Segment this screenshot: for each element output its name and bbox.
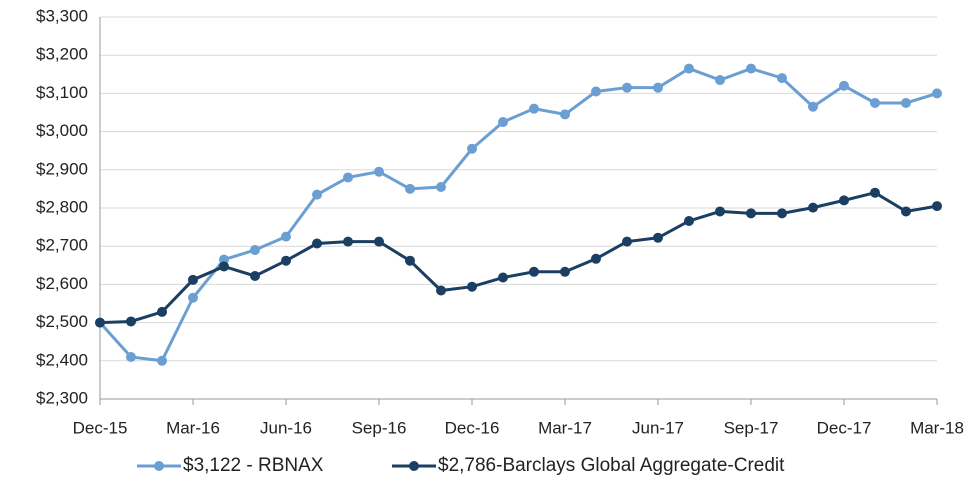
legend-marker [409,461,419,471]
y-tick-label: $2,400 [36,350,88,369]
y-tick-label: $2,300 [36,388,88,407]
data-point [870,187,880,198]
series-line [99,191,938,325]
x-tick-label: Mar-17 [538,418,592,437]
y-tick-label: $2,900 [36,159,88,178]
data-point [808,101,818,112]
data-point [715,75,725,86]
data-point [746,208,756,219]
data-point [219,254,229,265]
data-point [467,143,477,154]
data-point [932,201,942,212]
legend-marker [154,461,164,471]
y-tick-label: $3,100 [36,83,88,102]
data-point [498,272,508,283]
data-point [250,245,260,256]
x-tick-label: Dec-15 [73,418,128,437]
series-line [98,66,938,363]
x-tick-label: Sep-16 [352,418,407,437]
data-point [901,206,911,217]
data-point [436,181,446,192]
data-point [560,109,570,120]
data-point [653,82,663,93]
y-tick-label: $2,800 [36,197,88,216]
data-point [126,316,136,327]
data-point [157,355,167,366]
data-point [839,80,849,91]
data-point [746,63,756,74]
x-tick-label: Jun-16 [260,418,312,437]
x-tick-label: Mar-16 [166,418,220,437]
data-point [901,97,911,108]
data-point [219,261,229,272]
data-point [808,202,818,213]
data-point [870,97,880,108]
data-point [684,215,694,226]
data-point [591,253,601,264]
data-point [467,281,477,292]
data-point [622,82,632,93]
data-point [529,266,539,277]
data-point [653,232,663,243]
data-point [839,195,849,206]
data-point [343,236,353,247]
data-point [312,238,322,249]
data-point [312,189,322,200]
x-tick-label: Mar-18 [910,418,964,437]
data-point [374,236,384,247]
data-point [498,117,508,128]
data-point [436,285,446,296]
y-tick-label: $2,500 [36,312,88,331]
data-point [374,166,384,177]
data-point [591,86,601,97]
data-point [622,236,632,247]
data-point [560,266,570,277]
data-point [188,274,198,285]
x-tick-label: Jun-17 [632,418,684,437]
data-point [684,63,694,74]
data-point [405,183,415,194]
legend-label: $2,786-Barclays Global Aggregate-Credit [438,455,785,476]
data-point [126,351,136,362]
y-tick-label: $2,700 [36,236,88,255]
y-tick-label: $3,300 [36,6,88,25]
data-point [188,292,198,303]
data-point [777,73,787,84]
data-point [157,306,167,317]
data-point [529,103,539,114]
y-tick-label: $3,200 [36,45,88,64]
y-tick-label: $3,000 [36,121,88,140]
data-point [281,255,291,266]
data-point [715,206,725,217]
x-tick-label: Dec-17 [817,418,872,437]
data-point [343,172,353,183]
data-point [777,208,787,219]
data-point [95,317,105,328]
y-tick-label: $2,600 [36,274,88,293]
data-point [250,270,260,281]
x-tick-label: Sep-17 [724,418,779,437]
legend-label: $3,122 - RBNAX [183,455,324,476]
x-tick-label: Dec-16 [445,418,500,437]
data-point [932,88,942,99]
data-point [281,231,291,242]
data-point [405,255,415,266]
